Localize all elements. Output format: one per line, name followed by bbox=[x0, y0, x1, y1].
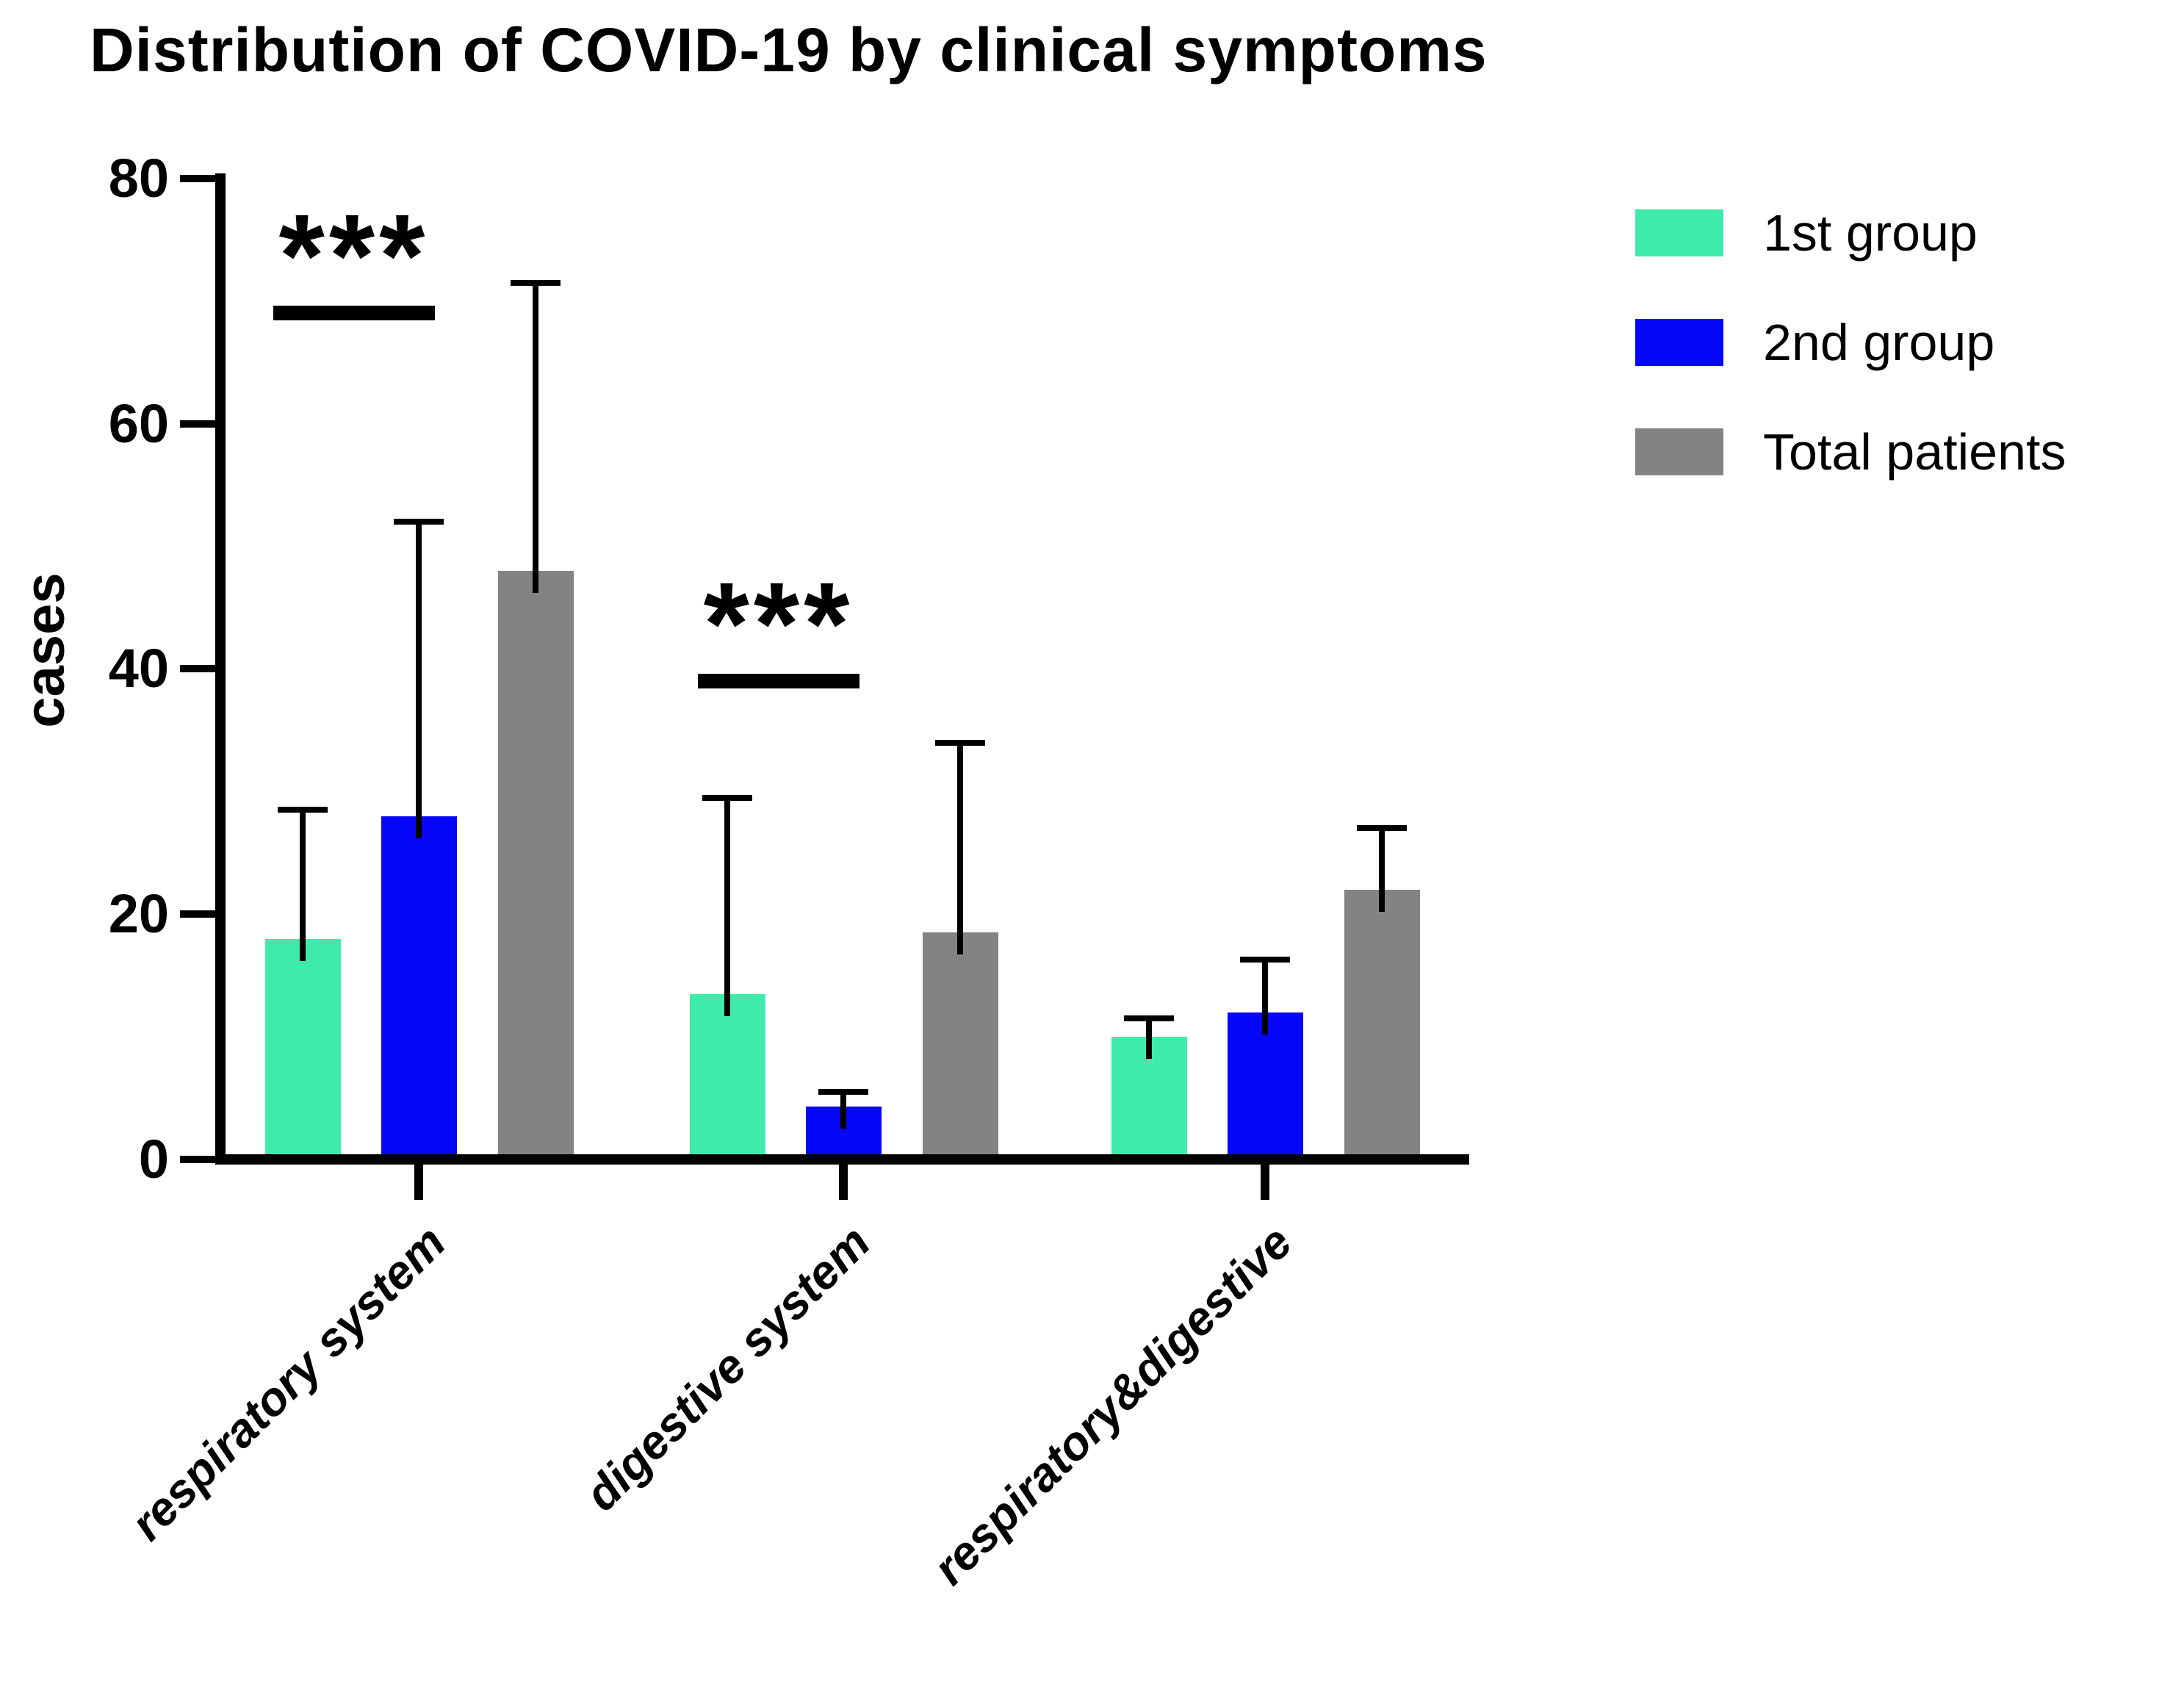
error-bar-cap bbox=[1124, 1015, 1174, 1022]
error-bar-stem bbox=[1379, 828, 1385, 912]
error-bar-stem bbox=[300, 810, 306, 961]
error-bar-stem bbox=[1262, 959, 1268, 1035]
legend-label-3: Total patients bbox=[1763, 423, 2066, 481]
legend-swatch-3 bbox=[1635, 428, 1723, 475]
chart-title: Distribution of COVID-19 by clinical sym… bbox=[90, 15, 1488, 84]
x-axis-label: respiratory system bbox=[120, 1215, 456, 1551]
bar-2-3 bbox=[1227, 1012, 1303, 1163]
legend-label-1: 1st group bbox=[1763, 204, 1978, 262]
y-axis-tick bbox=[180, 910, 215, 918]
error-bar-cap bbox=[702, 794, 752, 801]
significance-stars: *** bbox=[278, 190, 430, 322]
bar-2-1 bbox=[381, 816, 457, 1163]
error-bar-stem bbox=[724, 797, 730, 1016]
error-bar-cap bbox=[818, 1089, 868, 1096]
y-tick-label: 40 bbox=[108, 638, 169, 699]
significance-line bbox=[698, 674, 859, 689]
error-bar-cap bbox=[1240, 956, 1290, 963]
error-bar-stem bbox=[533, 282, 538, 593]
y-tick-label: 0 bbox=[138, 1129, 169, 1190]
legend-swatch-2 bbox=[1635, 319, 1723, 366]
y-axis-line bbox=[215, 173, 226, 1165]
bar-3-2 bbox=[922, 932, 998, 1163]
legend-swatch-1 bbox=[1635, 209, 1723, 256]
bar-3-1 bbox=[497, 570, 574, 1163]
legend-label-2: 2nd group bbox=[1763, 314, 1995, 371]
x-axis-tick bbox=[1261, 1165, 1269, 1200]
y-axis-tick bbox=[180, 665, 215, 673]
error-bar-cap bbox=[1357, 825, 1407, 832]
y-tick-label: 20 bbox=[108, 883, 169, 945]
error-bar-cap bbox=[394, 519, 444, 525]
x-axis-tick bbox=[839, 1165, 848, 1200]
x-axis-line bbox=[215, 1154, 1469, 1165]
error-bar-stem bbox=[957, 742, 963, 955]
y-axis-tick bbox=[180, 1156, 215, 1163]
x-axis-label: digestive system bbox=[574, 1215, 881, 1521]
error-bar-stem bbox=[1146, 1018, 1152, 1060]
bar-1-2 bbox=[689, 993, 765, 1163]
significance-stars: *** bbox=[703, 558, 854, 690]
bar-1-1 bbox=[264, 938, 341, 1163]
error-bar-cap bbox=[935, 739, 985, 746]
y-axis-tick bbox=[180, 174, 215, 182]
error-bar-stem bbox=[840, 1092, 846, 1129]
error-bar-cap bbox=[278, 807, 328, 813]
x-axis-label: respiratory&digestive bbox=[922, 1215, 1302, 1595]
y-axis-tick bbox=[180, 420, 215, 428]
y-tick-label: 80 bbox=[108, 147, 169, 209]
significance-line bbox=[273, 306, 435, 321]
bar-3-3 bbox=[1344, 889, 1420, 1163]
error-bar-cap bbox=[511, 279, 561, 286]
y-tick-label: 60 bbox=[108, 392, 169, 454]
error-bar-stem bbox=[416, 522, 422, 838]
x-axis-tick bbox=[414, 1165, 423, 1200]
